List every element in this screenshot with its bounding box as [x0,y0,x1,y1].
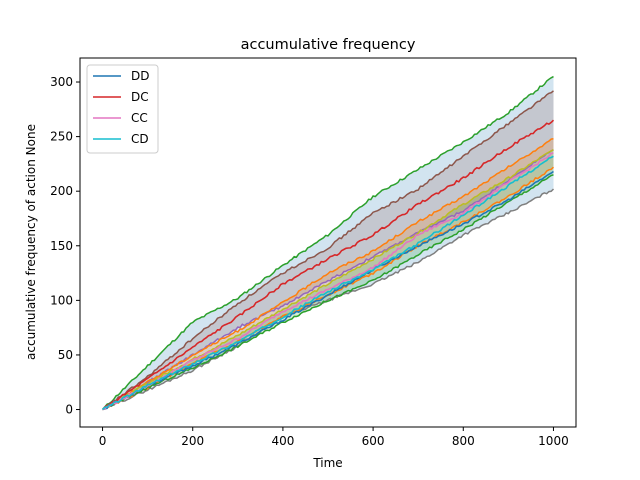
x-axis-label: Time [312,456,342,470]
legend-box [86,64,159,154]
legend-label-DD: DD [131,69,149,83]
band-DC [102,90,554,410]
series-line-DC [101,119,555,411]
x-tick-label: 200 [181,434,204,448]
y-tick-label: 0 [65,403,73,417]
band-lower-DD [102,188,555,411]
plot-area [101,75,555,411]
legend: DD DC CC CD [86,64,159,154]
band-upper-DC [101,90,554,410]
x-axis-ticks: 0 200 400 600 800 1000 [99,427,569,448]
series-line-CC [102,152,554,411]
y-tick-label: 300 [50,75,73,89]
x-tick-label: 800 [452,434,475,448]
y-tick-label: 250 [50,130,73,144]
legend-label-CD: CD [131,132,149,146]
band-upper-DD [101,75,554,411]
x-tick-label: 600 [362,434,385,448]
y-tick-label: 50 [58,348,73,362]
y-axis-label: accumulative frequency of action None [24,124,38,360]
x-tick-label: 400 [271,434,294,448]
y-tick-label: 150 [50,239,73,253]
y-axis-ticks: 0 50 100 150 200 250 300 [50,75,80,417]
band-lower-CD [101,174,554,411]
series-lines [101,75,555,411]
chart-title: accumulative frequency [241,37,416,53]
legend-label-DC: DC [131,90,149,104]
y-tick-label: 100 [50,293,73,307]
legend-label-CC: CC [131,111,148,125]
y-tick-label: 200 [50,184,73,198]
band-upper-CD [102,149,554,411]
band-DD [102,76,554,410]
x-tick-label: 0 [99,434,107,448]
series-line-DD [102,170,554,411]
axes-frame [79,57,577,428]
band-upper-CC [102,138,554,411]
x-tick-label: 1000 [538,434,569,448]
series-line-CD [101,155,554,411]
